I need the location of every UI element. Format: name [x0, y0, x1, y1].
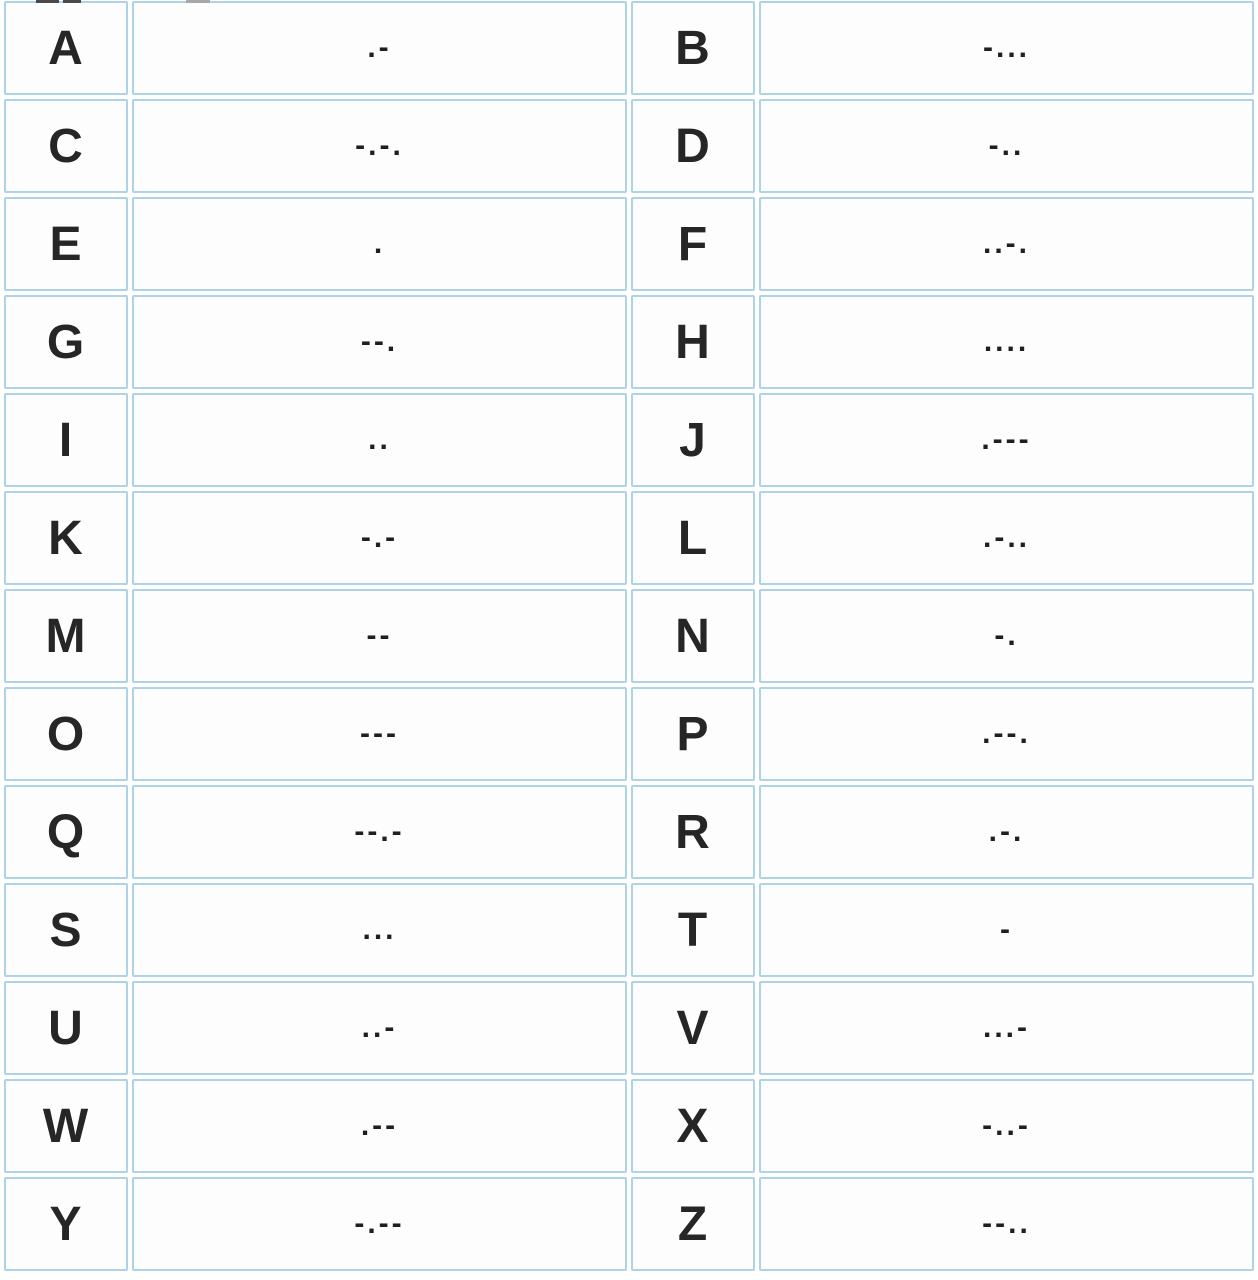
- morse-code-cell: ..-.: [759, 197, 1254, 291]
- letter-cell: E: [4, 197, 128, 291]
- morse-code-cell: .-: [132, 1, 627, 95]
- morse-code-cell: .-.: [759, 785, 1254, 879]
- morse-code-cell: .-..: [759, 491, 1254, 585]
- clipped-text-remnant: [63, 0, 81, 3]
- letter-cell: P: [631, 687, 755, 781]
- morse-code-cell: .--.: [759, 687, 1254, 781]
- table-row: K -.- L .-..: [4, 491, 1254, 585]
- clipped-text-remnant: [36, 0, 59, 3]
- letter-cell: W: [4, 1079, 128, 1173]
- letter-cell: Z: [631, 1177, 755, 1271]
- table-row: G --. H ....: [4, 295, 1254, 389]
- table-row: Y -.-- Z --..: [4, 1177, 1254, 1271]
- letter-cell: H: [631, 295, 755, 389]
- letter-cell: I: [4, 393, 128, 487]
- table-row: O --- P .--.: [4, 687, 1254, 781]
- letter-cell: R: [631, 785, 755, 879]
- table-row: A .- B -...: [4, 1, 1254, 95]
- letter-cell: X: [631, 1079, 755, 1173]
- morse-code-cell: .--: [132, 1079, 627, 1173]
- morse-code-cell: -: [759, 883, 1254, 977]
- letter-cell: U: [4, 981, 128, 1075]
- morse-code-cell: --.-: [132, 785, 627, 879]
- letter-cell: M: [4, 589, 128, 683]
- morse-code-cell: --..: [759, 1177, 1254, 1271]
- letter-cell: Q: [4, 785, 128, 879]
- table-row: U ..- V ...-: [4, 981, 1254, 1075]
- letter-cell: V: [631, 981, 755, 1075]
- morse-code-cell: .---: [759, 393, 1254, 487]
- table-row: C -.-. D -..: [4, 99, 1254, 193]
- morse-code-cell: -...: [759, 1, 1254, 95]
- morse-code-cell: -.-: [132, 491, 627, 585]
- morse-code-cell: -.-.: [132, 99, 627, 193]
- letter-cell: J: [631, 393, 755, 487]
- letter-cell: N: [631, 589, 755, 683]
- morse-code-cell: ---: [132, 687, 627, 781]
- letter-cell: F: [631, 197, 755, 291]
- morse-code-cell: -.: [759, 589, 1254, 683]
- morse-code-cell: ...-: [759, 981, 1254, 1075]
- table-row: S ... T -: [4, 883, 1254, 977]
- table-row: I .. J .---: [4, 393, 1254, 487]
- letter-cell: T: [631, 883, 755, 977]
- letter-cell: O: [4, 687, 128, 781]
- morse-code-cell: ..: [132, 393, 627, 487]
- clipped-text-remnant: [186, 0, 210, 3]
- morse-code-cell: -..-: [759, 1079, 1254, 1173]
- letter-cell: G: [4, 295, 128, 389]
- table-row: M -- N -.: [4, 589, 1254, 683]
- letter-cell: A: [4, 1, 128, 95]
- letter-cell: C: [4, 99, 128, 193]
- morse-code-cell: -..: [759, 99, 1254, 193]
- morse-code-cell: ..-: [132, 981, 627, 1075]
- morse-code-cell: ...: [132, 883, 627, 977]
- table-row: E . F ..-.: [4, 197, 1254, 291]
- morse-code-cell: --: [132, 589, 627, 683]
- letter-cell: Y: [4, 1177, 128, 1271]
- letter-cell: L: [631, 491, 755, 585]
- letter-cell: B: [631, 1, 755, 95]
- table-row: Q --.- R .-.: [4, 785, 1254, 879]
- letter-cell: K: [4, 491, 128, 585]
- letter-cell: S: [4, 883, 128, 977]
- morse-code-cell: ....: [759, 295, 1254, 389]
- morse-code-cell: -.--: [132, 1177, 627, 1271]
- letter-cell: D: [631, 99, 755, 193]
- table-row: W .-- X -..-: [4, 1079, 1254, 1173]
- morse-code-cell: --.: [132, 295, 627, 389]
- morse-code-cell: .: [132, 197, 627, 291]
